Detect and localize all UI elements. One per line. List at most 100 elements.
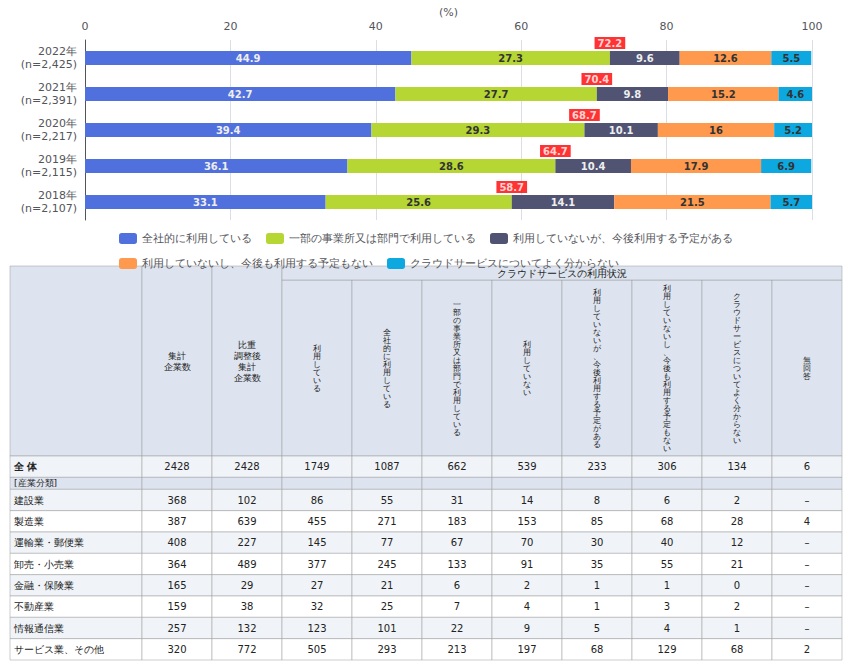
svg-text:42.7: 42.7 bbox=[228, 89, 253, 100]
svg-text:答: 答 bbox=[803, 372, 811, 381]
svg-text:14.1: 14.1 bbox=[551, 197, 576, 208]
svg-text:運輸業・郵便業: 運輸業・郵便業 bbox=[14, 537, 84, 548]
svg-text:全社的に利用している: 全社的に利用している bbox=[142, 232, 252, 245]
svg-text:金融・保険業: 金融・保険業 bbox=[14, 580, 74, 591]
svg-text:2019年: 2019年 bbox=[38, 153, 77, 166]
svg-text:40: 40 bbox=[369, 20, 383, 33]
svg-text:2428: 2428 bbox=[164, 461, 189, 472]
svg-text:772: 772 bbox=[237, 644, 256, 655]
svg-text:320: 320 bbox=[167, 644, 186, 655]
svg-text:102: 102 bbox=[237, 495, 256, 506]
svg-text:29.3: 29.3 bbox=[466, 125, 491, 136]
svg-text:利用していないが、今後利用する予定がある: 利用していないが、今後利用する予定がある bbox=[513, 232, 733, 245]
svg-text:6: 6 bbox=[804, 461, 810, 472]
svg-text:2: 2 bbox=[804, 644, 810, 655]
svg-text:–: – bbox=[805, 495, 810, 506]
svg-text:10.1: 10.1 bbox=[609, 125, 634, 136]
svg-text:28: 28 bbox=[731, 516, 744, 527]
svg-text:77: 77 bbox=[381, 537, 394, 548]
svg-text:16: 16 bbox=[709, 125, 723, 136]
svg-text:27: 27 bbox=[311, 580, 324, 591]
svg-text:271: 271 bbox=[377, 516, 396, 527]
svg-text:い: い bbox=[733, 436, 741, 445]
svg-text:21: 21 bbox=[381, 580, 394, 591]
svg-text:505: 505 bbox=[307, 644, 326, 655]
svg-text:64.7: 64.7 bbox=[543, 146, 568, 157]
svg-text:38: 38 bbox=[241, 601, 254, 612]
svg-text:153: 153 bbox=[517, 516, 536, 527]
svg-text:29: 29 bbox=[241, 580, 254, 591]
svg-text:情報通信業: 情報通信業 bbox=[13, 623, 64, 634]
svg-text:1749: 1749 bbox=[304, 461, 329, 472]
svg-text:27.3: 27.3 bbox=[498, 53, 523, 64]
svg-text:134: 134 bbox=[727, 461, 746, 472]
svg-text:25: 25 bbox=[381, 601, 394, 612]
svg-text:企業数: 企業数 bbox=[234, 373, 261, 383]
svg-text:2018年: 2018年 bbox=[38, 189, 77, 202]
svg-text:67: 67 bbox=[451, 537, 464, 548]
svg-text:不動産業: 不動産業 bbox=[14, 601, 54, 612]
svg-text:(n=2,107): (n=2,107) bbox=[21, 202, 77, 215]
svg-text:101: 101 bbox=[377, 623, 396, 634]
svg-text:22: 22 bbox=[451, 623, 464, 634]
svg-text:123: 123 bbox=[307, 623, 326, 634]
svg-text:4: 4 bbox=[524, 601, 530, 612]
svg-text:(%): (%) bbox=[439, 6, 458, 19]
svg-text:0: 0 bbox=[82, 20, 89, 33]
svg-text:408: 408 bbox=[167, 537, 186, 548]
svg-text:集計: 集計 bbox=[238, 362, 256, 372]
svg-text:27.7: 27.7 bbox=[484, 89, 509, 100]
svg-text:377: 377 bbox=[307, 559, 326, 570]
svg-text:68: 68 bbox=[731, 644, 744, 655]
svg-text:197: 197 bbox=[517, 644, 536, 655]
svg-text:68: 68 bbox=[591, 644, 604, 655]
svg-text:比重: 比重 bbox=[238, 340, 256, 350]
svg-text:183: 183 bbox=[447, 516, 466, 527]
svg-text:調整後: 調整後 bbox=[234, 351, 261, 361]
svg-text:20: 20 bbox=[223, 20, 237, 33]
svg-text:い: い bbox=[523, 388, 531, 397]
svg-text:2022年: 2022年 bbox=[38, 45, 77, 58]
svg-text:9.8: 9.8 bbox=[624, 89, 642, 100]
svg-text:6.9: 6.9 bbox=[777, 161, 795, 172]
svg-text:2428: 2428 bbox=[234, 461, 259, 472]
svg-text:133: 133 bbox=[447, 559, 466, 570]
svg-text:6: 6 bbox=[664, 495, 670, 506]
svg-text:(n=2,217): (n=2,217) bbox=[21, 130, 77, 143]
svg-text:7: 7 bbox=[454, 601, 460, 612]
svg-text:55: 55 bbox=[661, 559, 674, 570]
svg-text:364: 364 bbox=[167, 559, 186, 570]
svg-text:企業数: 企業数 bbox=[164, 362, 191, 372]
svg-text:85: 85 bbox=[591, 516, 604, 527]
svg-text:6: 6 bbox=[454, 580, 460, 591]
svg-text:る: る bbox=[313, 384, 321, 393]
svg-text:40: 40 bbox=[661, 537, 674, 548]
svg-text:31: 31 bbox=[451, 495, 464, 506]
svg-text:5.5: 5.5 bbox=[782, 53, 800, 64]
svg-text:(n=2,425): (n=2,425) bbox=[21, 58, 77, 71]
svg-text:全 体: 全 体 bbox=[13, 461, 38, 472]
svg-text:2: 2 bbox=[734, 495, 740, 506]
svg-text:15.2: 15.2 bbox=[711, 89, 736, 100]
svg-text:60: 60 bbox=[514, 20, 528, 33]
svg-text:129: 129 bbox=[657, 644, 676, 655]
svg-text:12: 12 bbox=[731, 537, 744, 548]
svg-text:る: る bbox=[453, 428, 461, 437]
svg-text:293: 293 bbox=[377, 644, 396, 655]
svg-text:132: 132 bbox=[237, 623, 256, 634]
svg-text:4.6: 4.6 bbox=[786, 89, 804, 100]
svg-text:る: る bbox=[593, 440, 601, 449]
svg-text:4: 4 bbox=[664, 623, 670, 634]
svg-text:70.4: 70.4 bbox=[584, 74, 609, 85]
svg-text:5.2: 5.2 bbox=[784, 125, 802, 136]
svg-text:233: 233 bbox=[587, 461, 606, 472]
svg-text:1: 1 bbox=[734, 623, 740, 634]
svg-text:1: 1 bbox=[594, 601, 600, 612]
svg-text:い: い bbox=[663, 444, 671, 453]
svg-text:3: 3 bbox=[664, 601, 670, 612]
svg-text:70: 70 bbox=[521, 537, 534, 548]
svg-text:9.6: 9.6 bbox=[636, 53, 654, 64]
svg-text:80: 80 bbox=[660, 20, 674, 33]
svg-text:–: – bbox=[805, 601, 810, 612]
svg-text:30: 30 bbox=[591, 537, 604, 548]
